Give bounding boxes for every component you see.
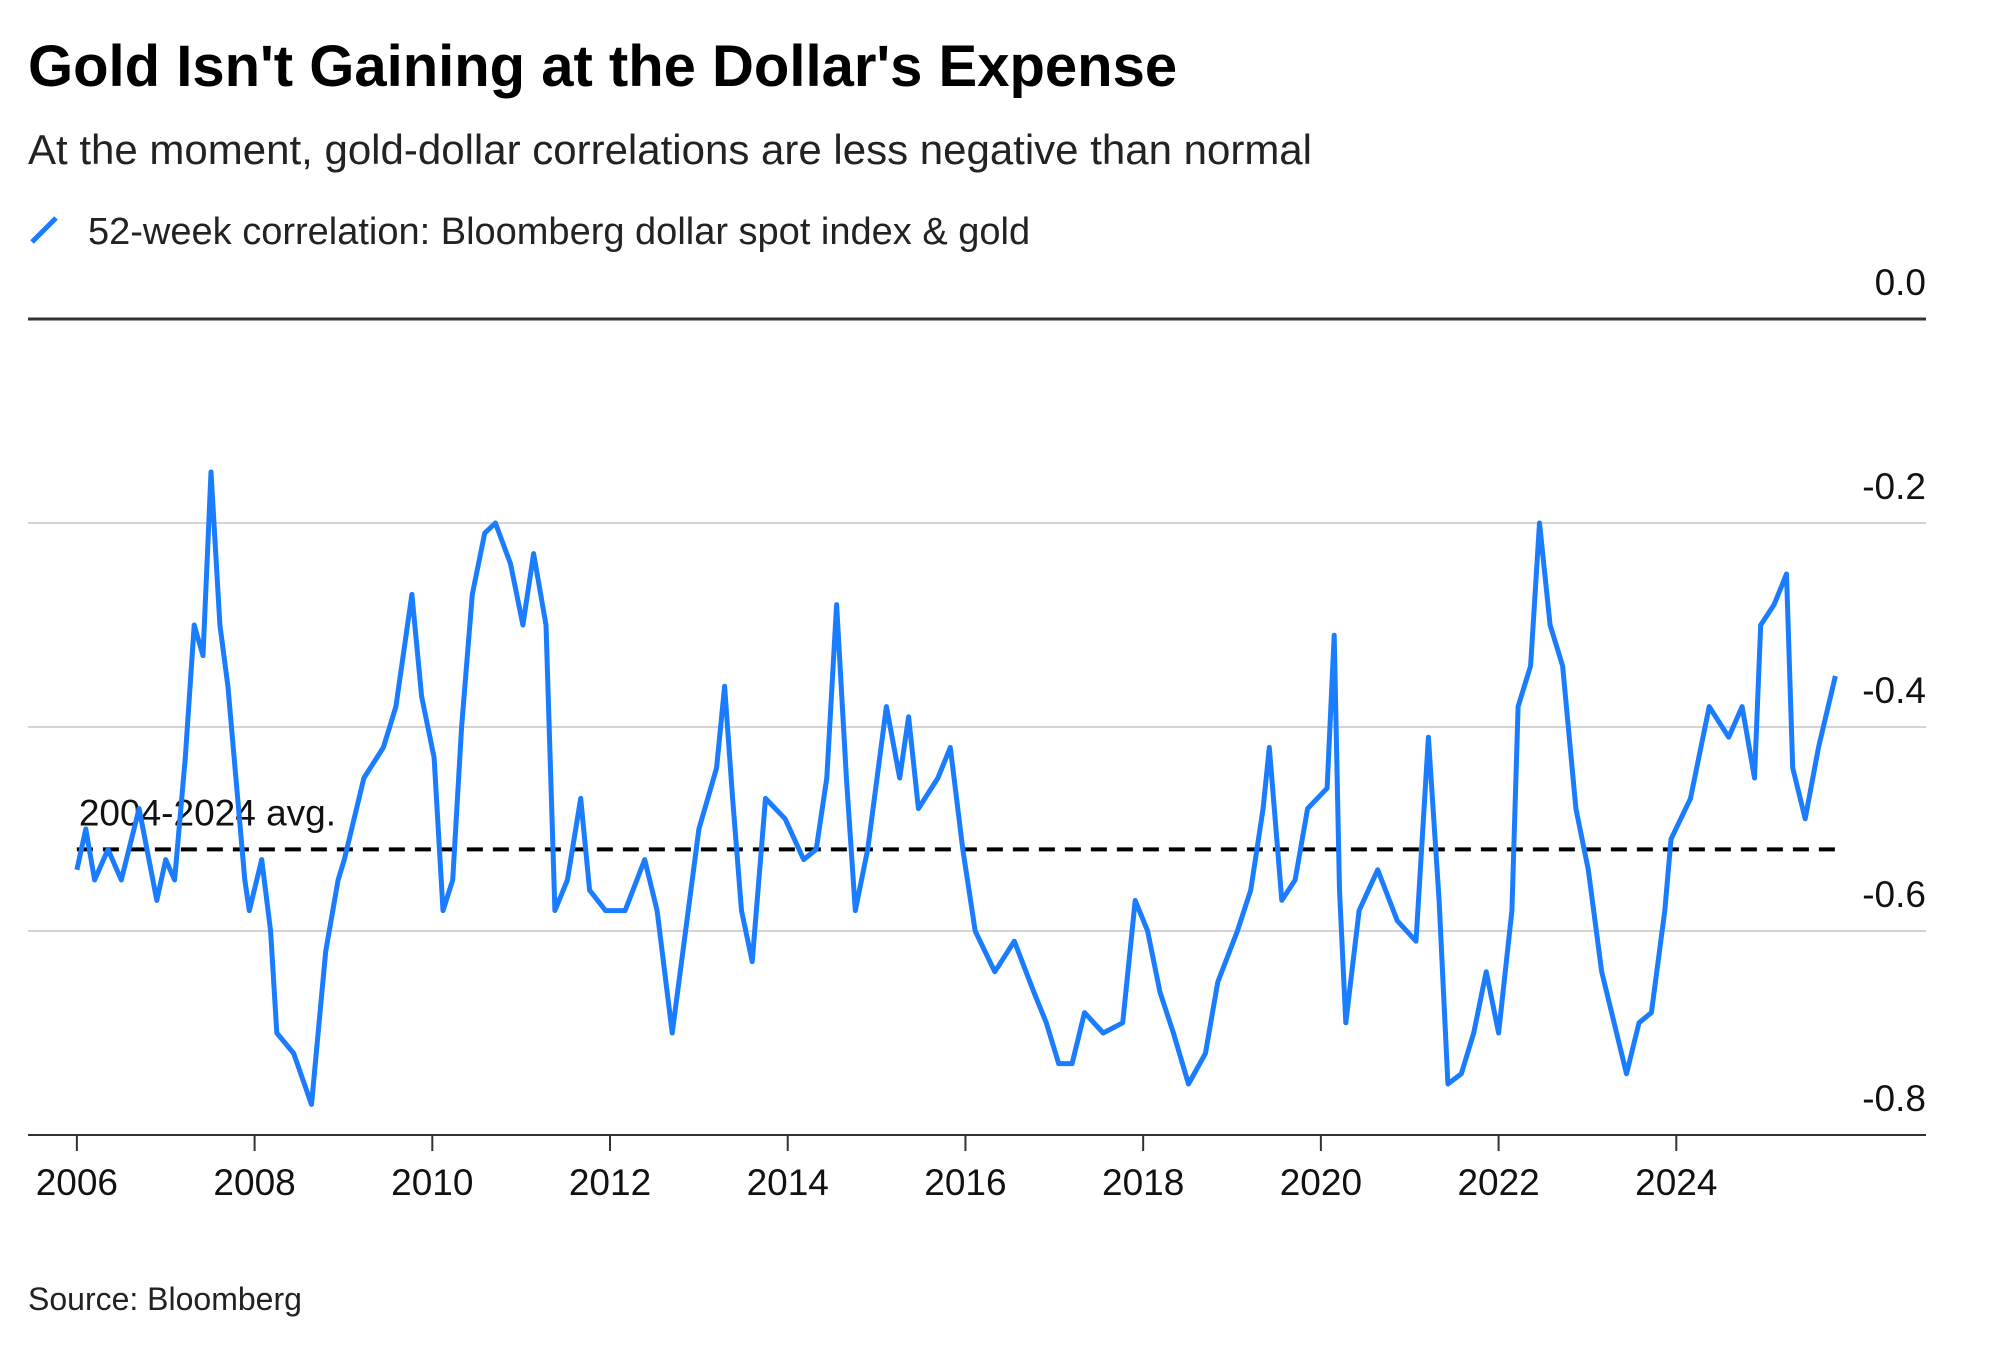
x-tick-label: 2010: [391, 1162, 473, 1203]
x-tick-label: 2020: [1280, 1162, 1362, 1203]
x-tick-label: 2018: [1102, 1162, 1184, 1203]
chart-title: Gold Isn't Gaining at the Dollar's Expen…: [28, 34, 1177, 99]
x-tick-label: 2016: [924, 1162, 1006, 1203]
y-tick-label: -0.6: [1862, 874, 1926, 915]
reference-label: 2004-2024 avg.: [79, 792, 336, 833]
y-tick-label: -0.8: [1862, 1078, 1926, 1119]
y-tick-label: -0.2: [1862, 466, 1926, 507]
y-tick-label: -0.4: [1862, 670, 1926, 711]
legend-label: 52-week correlation: Bloomberg dollar sp…: [88, 211, 1030, 253]
x-tick-label: 2006: [36, 1162, 118, 1203]
legend-swatch: [30, 216, 58, 244]
x-tick-label: 2024: [1635, 1162, 1717, 1203]
data-line: [74, 469, 1838, 1107]
x-tick-label: 2014: [747, 1162, 829, 1203]
x-tick-label: 2022: [1457, 1162, 1539, 1203]
x-tick-label: 2012: [569, 1162, 651, 1203]
chart-subtitle: At the moment, gold-dollar correlations …: [28, 126, 1312, 173]
y-tick-label: 0.0: [1875, 262, 1926, 303]
source: Source: Bloomberg: [28, 1281, 302, 1317]
x-tick-label: 2008: [213, 1162, 295, 1203]
